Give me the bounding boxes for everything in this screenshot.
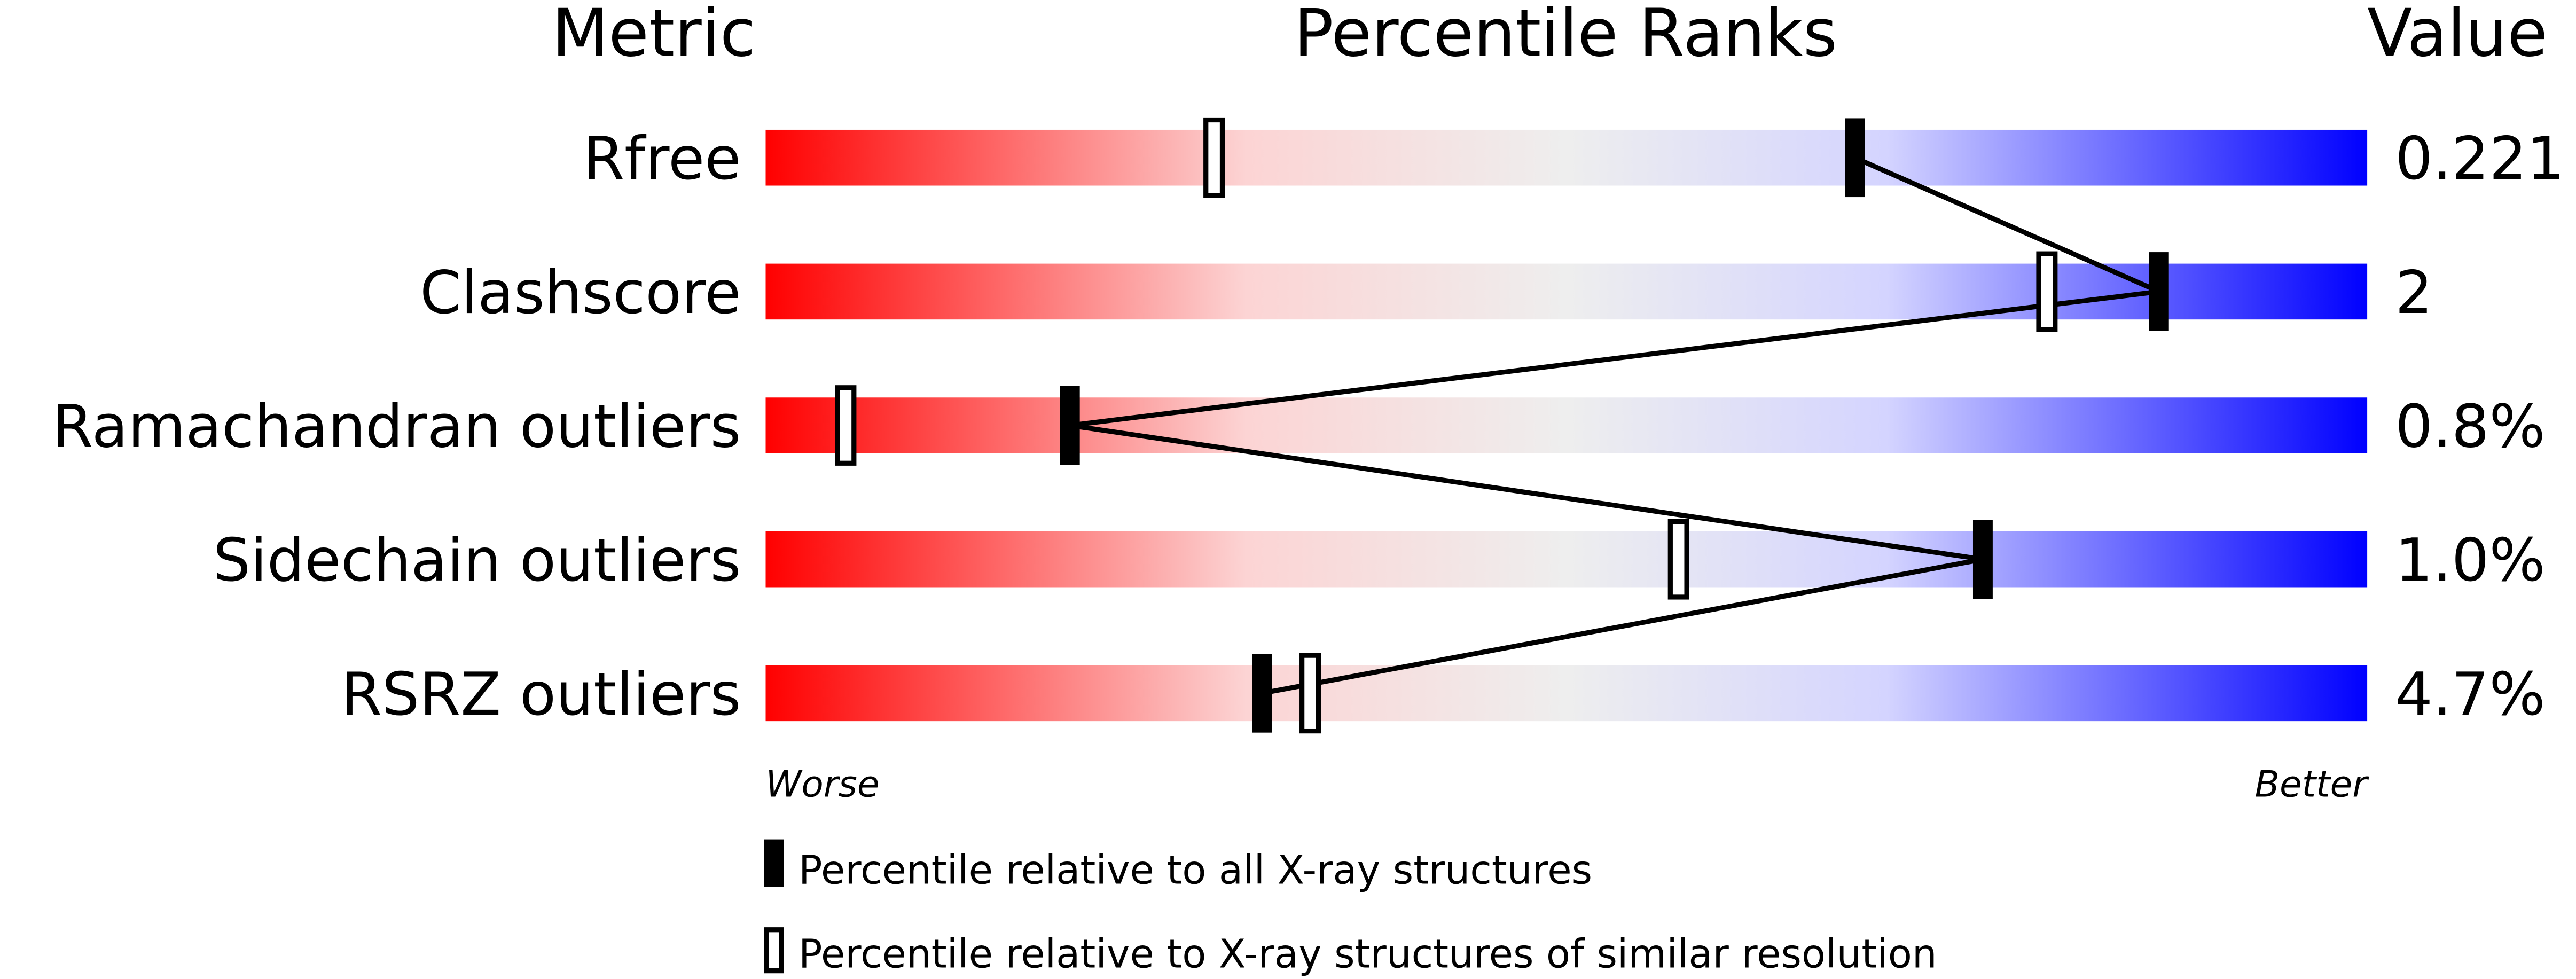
percentile-bar [765, 397, 2368, 453]
worse-label: Worse [765, 763, 879, 805]
all-structures-marker [1972, 520, 1993, 599]
percentile-bar [765, 263, 2368, 320]
percentile-bar [765, 129, 2368, 186]
metric-label: Ramachandran outliers [52, 393, 741, 461]
header-percentile-ranks: Percentile Ranks [1294, 0, 1837, 72]
all-structures-marker [1252, 654, 1272, 733]
metric-label: Rfree [583, 124, 741, 193]
better-label: Better [2255, 763, 2370, 805]
metric-value: 4.7% [2395, 660, 2545, 729]
legend-label-all: Percentile relative to all X-ray structu… [798, 848, 1592, 894]
legend-open-marker [764, 927, 784, 974]
header-value: Value [2367, 0, 2548, 72]
metric-value: 0.221 [2395, 124, 2564, 193]
metric-label: Clashscore [420, 259, 741, 327]
similar-resolution-marker [1299, 653, 1321, 734]
metric-value: 2 [2395, 259, 2432, 327]
similar-resolution-marker [1203, 117, 1225, 198]
all-structures-marker [2149, 252, 2169, 331]
all-structures-marker [1845, 118, 1865, 198]
metric-value: 1.0% [2395, 526, 2545, 595]
all-structures-marker [1060, 386, 1080, 465]
metric-value: 0.8% [2395, 393, 2545, 461]
metric-label: RSRZ outliers [341, 660, 741, 729]
similar-resolution-marker [1667, 519, 1689, 600]
header-metric: Metric [552, 0, 756, 72]
legend-filled-marker [764, 839, 784, 887]
percentile-bar [765, 665, 2368, 722]
similar-resolution-marker [835, 385, 857, 466]
percentile-bar [765, 531, 2368, 588]
similar-resolution-marker [2036, 251, 2058, 332]
metric-label: Sidechain outliers [213, 526, 741, 595]
legend-label-similar: Percentile relative to X-ray structures … [798, 931, 1937, 977]
